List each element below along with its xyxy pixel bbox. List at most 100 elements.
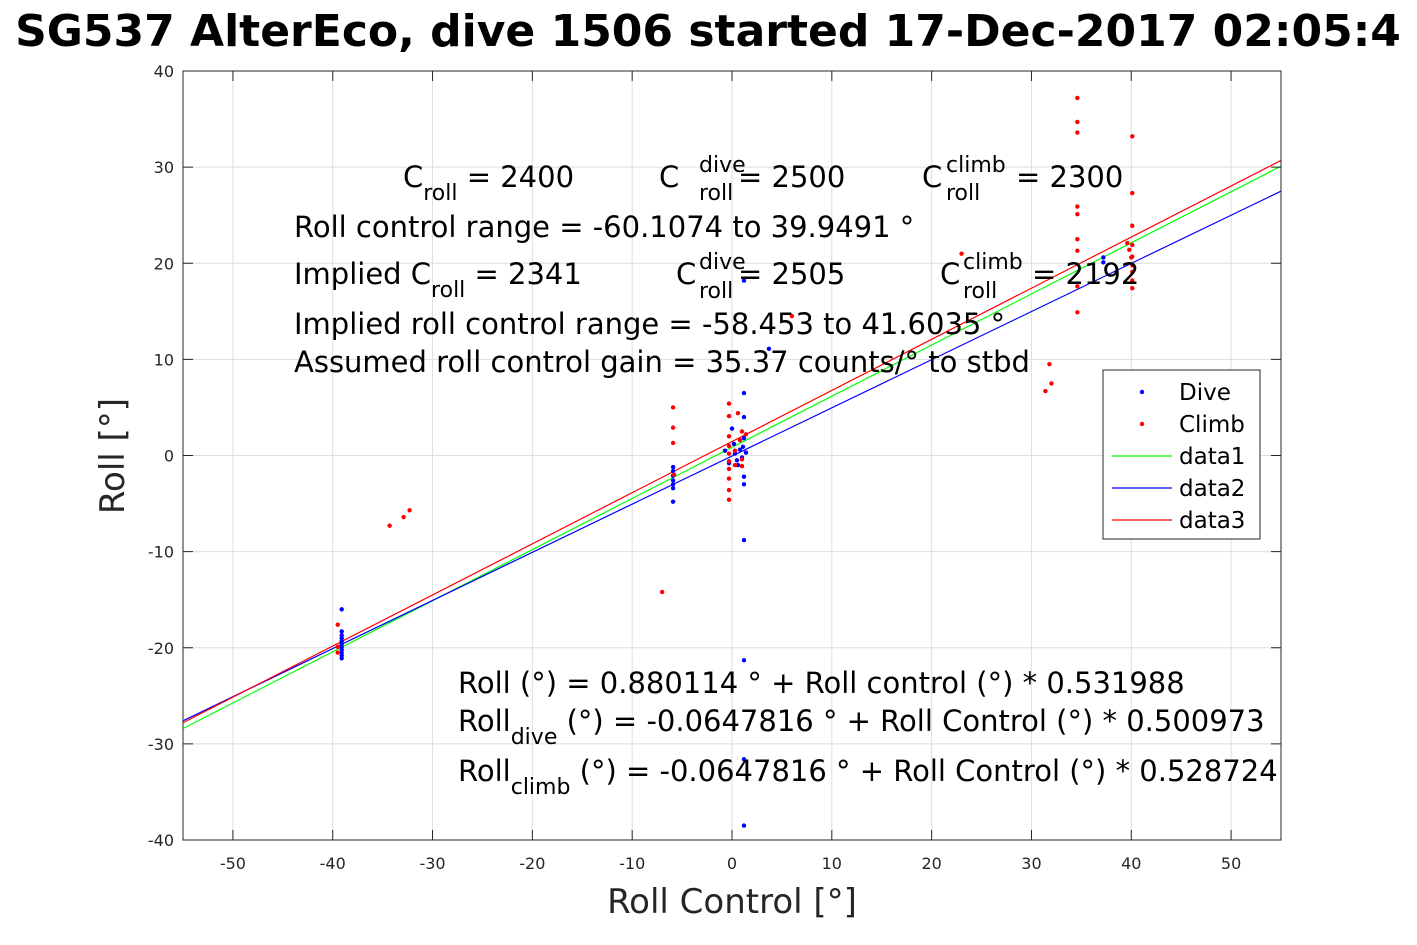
y-tick-label: 10 xyxy=(154,350,174,369)
climb-point xyxy=(737,437,743,443)
y-tick-label: 0 xyxy=(164,447,174,466)
chart-title: SG537 AlterEco, dive 1506 started 17-Dec… xyxy=(15,6,1401,57)
y-axis-label: Roll [°] xyxy=(93,398,133,514)
data1-line xyxy=(182,165,1282,730)
c-climb-subscript: roll xyxy=(946,181,980,206)
legend-climb-label: Climb xyxy=(1179,412,1245,438)
climb-point xyxy=(1130,278,1135,283)
legend-climb-swatch xyxy=(1139,421,1145,427)
climb-point xyxy=(726,434,732,439)
dive-point xyxy=(339,656,344,661)
dive-point xyxy=(741,823,747,828)
c-climb-value: = 2300 xyxy=(1016,160,1123,194)
climb-point xyxy=(1075,310,1080,315)
dive-point xyxy=(741,757,747,762)
dive-point xyxy=(722,448,728,453)
climb-point xyxy=(735,411,741,416)
y-tick-label: 20 xyxy=(154,254,174,273)
annotation-fit-dive: Rolldive (°) = -0.0647816 ° + Roll Contr… xyxy=(458,704,1265,750)
climb-point xyxy=(959,251,964,256)
dive-point xyxy=(766,346,772,352)
c-roll-value: = 2400 xyxy=(458,160,575,194)
climb-point xyxy=(1047,361,1052,367)
dive-point xyxy=(339,607,344,612)
dive-point xyxy=(1101,260,1106,265)
data2-line xyxy=(182,190,1282,722)
climb-point xyxy=(726,476,732,481)
dive-point xyxy=(670,485,676,491)
legend-data1-label: data1 xyxy=(1179,444,1245,470)
climb-point xyxy=(1075,95,1080,101)
climb-point xyxy=(1075,248,1080,253)
annotation-implied-range: Implied roll control range = -58.453 to … xyxy=(294,307,1005,341)
climb-point xyxy=(1075,130,1080,135)
climb-point xyxy=(1049,381,1054,386)
fit-lines xyxy=(182,159,1282,730)
x-tick-label: -40 xyxy=(320,854,346,873)
legend-dive-swatch xyxy=(1139,389,1145,395)
c-dive-superscript: dive xyxy=(699,153,746,178)
dive-point xyxy=(741,278,747,283)
c-roll-subscript: roll xyxy=(423,181,457,206)
svg-text:Implied Croll = 2341: Implied Croll = 2341 xyxy=(294,257,582,303)
c-roll-symbol: C xyxy=(403,160,423,194)
climb-point xyxy=(1130,134,1135,139)
climb-point xyxy=(1127,247,1132,252)
climb-point xyxy=(726,466,732,472)
legend-dive-label: Dive xyxy=(1179,380,1231,406)
c-dive-value: = 2500 xyxy=(738,160,845,194)
y-tick-label: 40 xyxy=(154,62,174,81)
x-tick-label: 10 xyxy=(822,854,842,873)
climb-point xyxy=(1130,269,1135,275)
climb-point xyxy=(726,497,732,502)
svg-text:Croll = 2400: Croll = 2400 xyxy=(403,160,574,206)
annotation-control-range: Roll control range = -60.1074 to 39.9491… xyxy=(294,210,914,244)
climb-point xyxy=(739,429,745,434)
legend-data2-label: data2 xyxy=(1179,476,1245,502)
climb-point xyxy=(1130,262,1135,268)
dive-point xyxy=(670,468,676,474)
climb-point xyxy=(739,463,745,469)
dive-point xyxy=(670,482,676,487)
climb-point xyxy=(670,405,676,410)
c-climb-superscript: climb xyxy=(946,153,1006,178)
climb-point xyxy=(1130,254,1135,259)
climb-point xyxy=(739,457,745,462)
climb-point xyxy=(732,462,738,468)
x-tick-label: 0 xyxy=(727,854,737,873)
implied-dive-superscript: dive xyxy=(699,250,746,275)
climb-point xyxy=(732,448,738,453)
climb-point xyxy=(1130,190,1135,196)
x-tick-label: -20 xyxy=(519,854,545,873)
c-dive-subscript: roll xyxy=(699,181,733,206)
annotation-fit-climb: Rollclimb (°) = -0.0647816 ° + Roll Cont… xyxy=(458,754,1278,800)
dive-point xyxy=(670,464,676,470)
fit-dive-rest: (°) = -0.0647816 ° + Roll Control (°) * … xyxy=(557,704,1264,738)
dive-point xyxy=(1101,255,1106,260)
fit-climb-rest: (°) = -0.0647816 ° + Roll Control (°) * … xyxy=(570,754,1277,788)
implied-c-label: Implied C xyxy=(294,257,431,291)
dive-point xyxy=(670,478,676,483)
climb-point xyxy=(407,508,412,513)
dive-point xyxy=(729,426,735,431)
dive-point xyxy=(741,537,747,543)
annotation-configured-c: Croll = 2400 C dive roll = 2500 C climb … xyxy=(403,153,1123,206)
dive-point xyxy=(741,474,747,479)
dive-point xyxy=(741,435,747,441)
y-tick-label: -30 xyxy=(148,735,174,754)
climb-point xyxy=(335,622,340,627)
climb-point xyxy=(1075,119,1080,125)
climb-point xyxy=(670,425,676,430)
dive-point xyxy=(339,629,344,634)
dive-point xyxy=(734,458,740,463)
climb-point xyxy=(726,487,732,493)
implied-c-value: = 2341 xyxy=(465,257,582,291)
climb-point xyxy=(726,459,732,464)
implied-climb-symbol: C xyxy=(940,257,960,291)
y-tick-label: -40 xyxy=(148,831,174,850)
y-tick-label: 30 xyxy=(154,158,174,177)
dive-point xyxy=(741,482,747,487)
climb-point xyxy=(726,401,732,406)
dive-point xyxy=(741,414,747,420)
